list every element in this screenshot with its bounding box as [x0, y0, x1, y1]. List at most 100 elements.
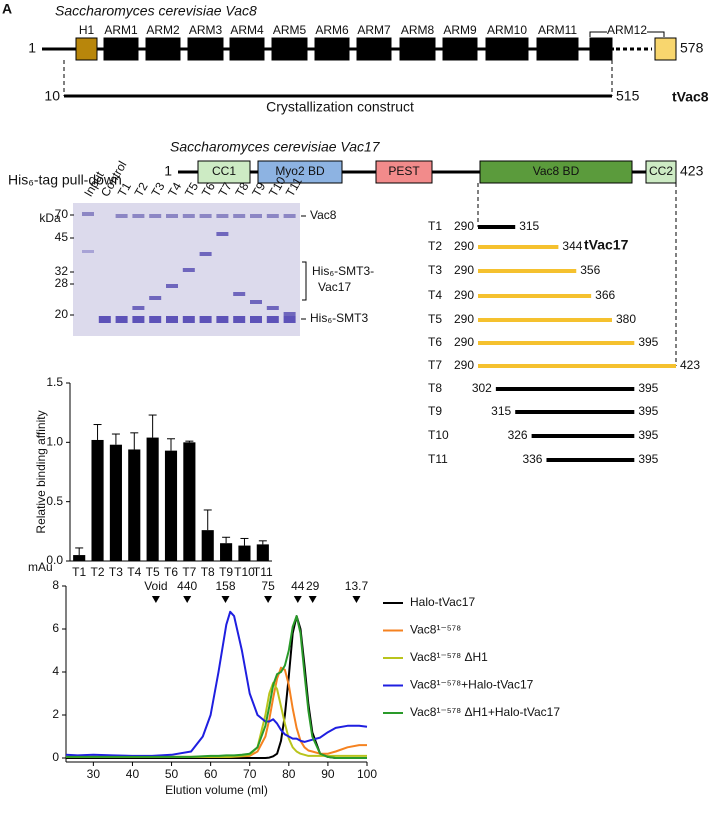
gel-band [233, 214, 246, 218]
gel-band [250, 316, 262, 323]
gel-band [266, 214, 279, 218]
domain-box [257, 160, 343, 184]
y-tick-label: 1.0 [46, 435, 63, 449]
domain-box [103, 37, 139, 61]
truncation-end: 366 [595, 288, 615, 302]
lane-label: T9 [249, 180, 268, 199]
gel-unit: kDa [39, 211, 61, 225]
domain-box [654, 37, 677, 61]
y-axis-label: Relative binding affinity [34, 410, 48, 533]
x-tick-label: T8 [201, 565, 215, 579]
domain-box [399, 37, 436, 61]
x-tick-label: 30 [87, 767, 101, 781]
truncation-end: 344 [562, 239, 582, 253]
truncation-name: T3 [428, 263, 442, 277]
gel-band [233, 316, 246, 323]
domain-label: ARM3 [189, 23, 223, 37]
truncation-name: T5 [428, 312, 442, 326]
band-bracket [302, 261, 307, 301]
y-tick-label: 6 [52, 621, 59, 635]
gel-band [216, 214, 229, 218]
lane-label: T5 [182, 180, 201, 199]
domain-label: ARM11 [538, 23, 577, 37]
gel-band [283, 312, 296, 316]
y-tick-label: 0.5 [46, 494, 63, 508]
gel-band [233, 292, 246, 296]
truncation-name: T10 [428, 428, 449, 442]
truncation-name: T1 [428, 219, 442, 233]
truncation-start: 290 [454, 312, 474, 326]
band-label: Vac17 [318, 280, 351, 294]
gel-band [115, 214, 128, 218]
x-tick-label: T6 [164, 565, 178, 579]
truncation-start: 302 [472, 381, 492, 395]
truncation-name: T6 [428, 335, 442, 349]
gel-band [199, 252, 212, 256]
domain-label: H1 [79, 23, 95, 37]
panel-label: A [2, 1, 12, 17]
truncation-start: 290 [454, 288, 474, 302]
y-tick-label: 2 [52, 707, 59, 721]
bar [128, 449, 141, 561]
truncation-name: T11 [428, 452, 448, 466]
marker-label: 13.7 [345, 579, 369, 593]
lane-label: T7 [216, 180, 235, 199]
gel-band [149, 316, 162, 323]
x-tick-label: 80 [282, 767, 296, 781]
domain-box [645, 160, 677, 184]
marker-label: Void [144, 579, 167, 593]
domain-box [356, 37, 392, 61]
truncation-end: 395 [638, 335, 658, 349]
gel-band [182, 214, 195, 218]
y-axis-label: mAu [28, 560, 53, 574]
domain-label: Vac8 BD [533, 164, 580, 178]
series-line [66, 615, 367, 759]
x-tick-label: T4 [127, 565, 141, 579]
domain-label: ARM5 [273, 23, 307, 37]
gel-band [266, 316, 279, 323]
bar [220, 543, 233, 561]
legend-label: Vac8¹⁻⁵⁷⁸+Halo-tVac17 [410, 678, 534, 692]
domain-label: ARM6 [315, 23, 349, 37]
construct-name: tVac17 [584, 237, 629, 253]
legend-label: Vac8¹⁻⁵⁷⁸ ΔH1 [410, 650, 488, 664]
legend-label: Vac8¹⁻⁵⁷⁸ [410, 623, 461, 637]
marker-label: 32 [55, 264, 69, 278]
domain-label: CC1 [212, 164, 236, 178]
domain-box [271, 37, 308, 61]
band-label: His₆-SMT3 [310, 311, 368, 325]
gel-band [216, 316, 229, 323]
bar [91, 439, 104, 561]
domain-box [536, 37, 579, 61]
bar [73, 555, 86, 561]
domain-box [442, 37, 478, 61]
marker-triangle [221, 596, 230, 603]
marker-triangle [264, 596, 273, 603]
domain-label: ARM9 [443, 23, 477, 37]
gel-band [166, 284, 178, 288]
marker-label: 28 [55, 276, 69, 290]
gel-band [250, 214, 262, 218]
x-tick-label: 90 [321, 767, 335, 781]
truncation-name: T9 [428, 404, 442, 418]
gel-band [82, 212, 94, 216]
bar [238, 545, 251, 561]
domain-label: ARM7 [357, 23, 391, 37]
gel-band [166, 316, 178, 323]
domain-box [187, 37, 224, 61]
truncation-start: 290 [454, 239, 474, 253]
truncation-name: T7 [428, 358, 442, 372]
bar [146, 437, 159, 561]
marker-label: 70 [55, 207, 69, 221]
series-line [66, 681, 367, 758]
construct-label: Crystallization construct [266, 99, 414, 115]
series-line [66, 615, 367, 759]
domain-box [145, 37, 181, 61]
lane-label: T8 [232, 180, 251, 199]
domain-label: Myo2 BD [275, 164, 325, 178]
truncation-name: T2 [428, 239, 442, 253]
gel-band [250, 300, 262, 304]
truncation-end: 380 [616, 312, 636, 326]
gel-band [199, 316, 212, 323]
truncation-start: 315 [491, 404, 511, 418]
